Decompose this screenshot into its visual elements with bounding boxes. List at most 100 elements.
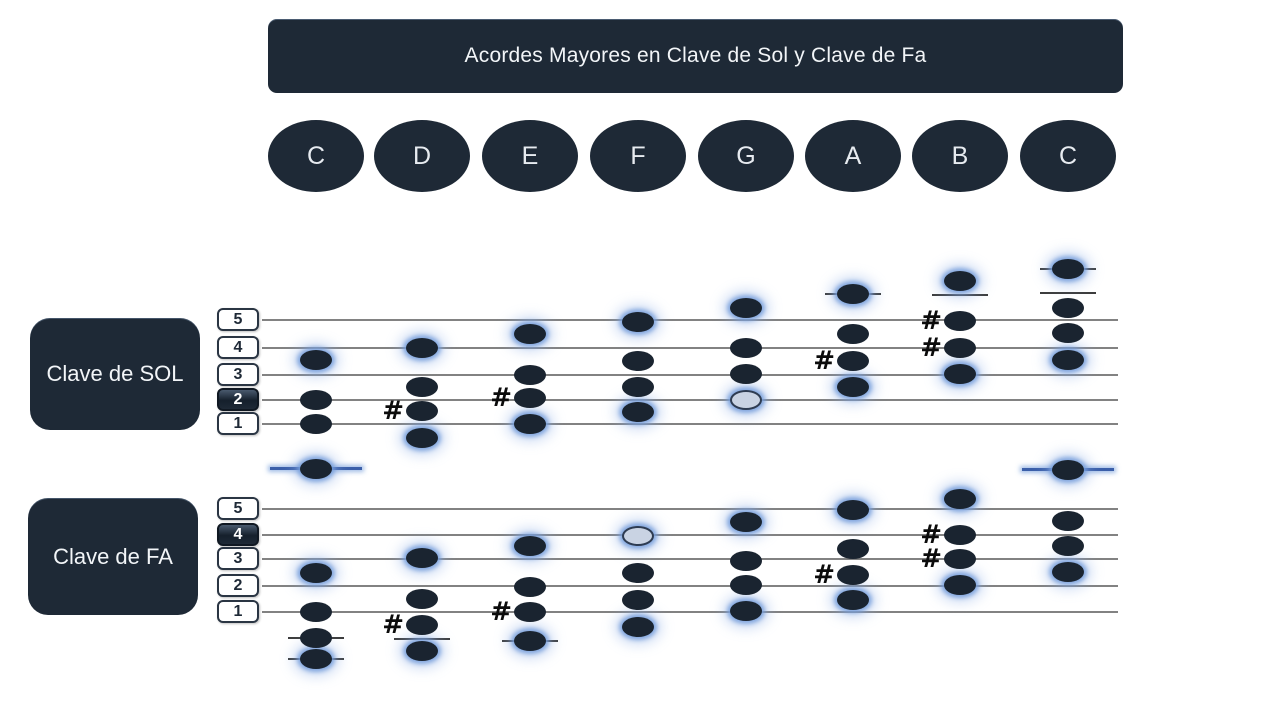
chord-oval-C-0: C [268,120,364,192]
bass-staff-line-1 [262,611,1118,613]
bass-line-number-3: 3 [217,547,259,570]
note-D-A2 [406,589,438,609]
note-C-E3 [1052,536,1084,556]
bass-staff-line-5 [262,508,1118,510]
note-D-F#2 [406,615,438,635]
treble-staff-line-3 [262,374,1118,376]
note-F-F3 [622,526,654,546]
note-C-C6 [1052,259,1084,279]
sharp-icon: # [813,346,835,376]
note-E-B2 [514,577,546,597]
note-C-C3 [300,563,332,583]
note-D-D5 [406,338,438,358]
note-D-D4 [406,428,438,448]
note-F-A2 [622,590,654,610]
note-E-E4 [514,414,546,434]
note-C-G2 [300,602,332,622]
note-F-F4 [622,402,654,422]
treble-staff-line-2 [262,399,1118,401]
note-E-E5 [514,324,546,344]
treble-line-number-2: 2 [217,388,259,411]
note-C-G5 [1052,298,1084,318]
sharp-icon: # [382,396,404,426]
bass-staff-line-2 [262,585,1118,587]
note-A-A2 [837,590,869,610]
note-C-E5 [1052,323,1084,343]
note-D-D3 [406,548,438,568]
chord-oval-A-5: A [805,120,901,192]
note-B-B4 [944,364,976,384]
bass-staff-line-4 [262,534,1118,536]
note-B-D#3 [944,549,976,569]
note-C-C5 [300,350,332,370]
note-C-G4 [300,390,332,410]
note-A-C#5 [837,351,869,371]
note-A-A3 [837,500,869,520]
page-title: Acordes Mayores en Clave de Sol y Clave … [464,44,927,67]
note-D-D2 [406,641,438,661]
sharp-icon: # [920,544,942,574]
note-A-E5 [837,324,869,344]
note-C-C4 [300,459,332,479]
note-F-C5 [622,351,654,371]
note-E-E3 [514,536,546,556]
bass-line-number-1: 1 [217,600,259,623]
sharp-icon: # [813,560,835,590]
note-A-A4 [837,377,869,397]
chord-oval-C-7: C [1020,120,1116,192]
sharp-icon: # [920,520,942,550]
bass-line-number-4: 4 [217,523,259,546]
note-F-F2 [622,617,654,637]
note-B-F#5 [944,311,976,331]
sharp-icon: # [490,597,512,627]
sharp-icon: # [920,333,942,363]
clef-label-treble: Clave de SOL [30,318,200,430]
sharp-icon: # [490,383,512,413]
bass-staff-line-3 [262,558,1118,560]
chord-oval-G-4: G [698,120,794,192]
note-G-G4 [730,390,762,410]
chord-oval-F-3: F [590,120,686,192]
chord-oval-E-2: E [482,120,578,192]
chord-oval-B-6: B [912,120,1008,192]
note-B-B3 [944,489,976,509]
clef-label-treble-text: Clave de SOL [46,361,184,386]
note-G-D3 [730,551,762,571]
note-G-B2 [730,575,762,595]
treble-line-number-3: 3 [217,363,259,386]
bass-line-number-2: 2 [217,574,259,597]
note-A-A5 [837,284,869,304]
note-E-G#4 [514,388,546,408]
clef-label-bass-text: Clave de FA [53,543,173,569]
ledger-line [1040,292,1096,294]
note-G-B4 [730,364,762,384]
note-G-D5 [730,338,762,358]
note-G-G2 [730,601,762,621]
clef-label-bass: Clave de FA [28,498,198,615]
note-B-F#3 [944,525,976,545]
note-C-C2 [300,649,332,669]
treble-line-number-5: 5 [217,308,259,331]
ledger-line [932,294,988,296]
sharp-icon: # [920,306,942,336]
note-F-C3 [622,563,654,583]
note-C-E2 [300,628,332,648]
treble-staff-line-1 [262,423,1118,425]
note-B-D#5 [944,338,976,358]
treble-line-number-1: 1 [217,412,259,435]
note-E-E2 [514,631,546,651]
note-D-A4 [406,377,438,397]
note-F-F5 [622,312,654,332]
ledger-line [394,638,450,640]
bass-line-number-5: 5 [217,497,259,520]
title-banner: Acordes Mayores en Clave de Sol y Clave … [268,19,1123,93]
note-D-F#4 [406,401,438,421]
note-C-E4 [300,414,332,434]
note-A-C#3 [837,565,869,585]
note-F-A4 [622,377,654,397]
note-C-C3 [1052,562,1084,582]
note-B-B5 [944,271,976,291]
note-A-E3 [837,539,869,559]
note-G-G3 [730,512,762,532]
